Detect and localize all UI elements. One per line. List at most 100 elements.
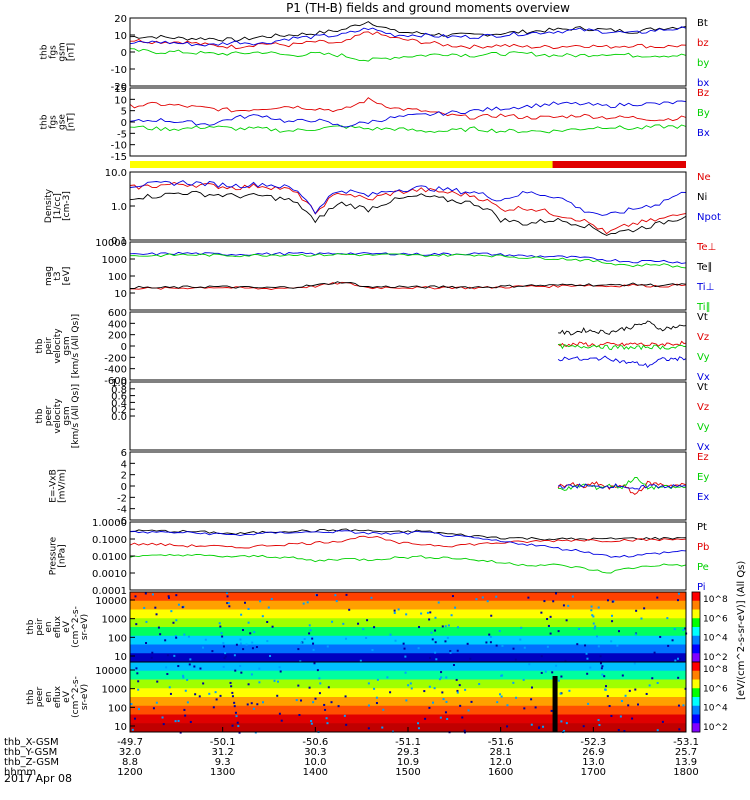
series-line-fgs_gsm xyxy=(130,31,687,50)
spectrogram-speckle xyxy=(584,644,587,647)
spectrogram-speckle xyxy=(267,606,270,609)
spectrogram-speckle xyxy=(455,678,458,681)
y-tick-label: 100 xyxy=(108,633,127,644)
spectrogram-speckle xyxy=(168,686,171,689)
spectrogram-speckle xyxy=(270,597,273,600)
spectrogram-speckle xyxy=(157,626,160,629)
y-axis-label: en xyxy=(44,691,54,702)
colorbar-label: [eV/(cm^2-s-sr-eV)] (All Qs) xyxy=(736,561,747,700)
spectrogram-speckle xyxy=(677,704,680,707)
y-axis-label: peer xyxy=(44,405,54,426)
spectrogram-speckle xyxy=(344,637,347,640)
spectrogram-speckle xyxy=(342,622,345,625)
spectrogram-speckle xyxy=(233,654,236,657)
y-axis-label: velocity xyxy=(53,328,63,364)
y-tick-label: 100 xyxy=(108,703,127,714)
spectrogram-speckle xyxy=(645,692,648,695)
legend-label: Pt xyxy=(697,522,707,533)
spectrogram-speckle xyxy=(394,639,397,642)
spectrogram-speckle xyxy=(133,717,136,720)
spectrogram-speckle xyxy=(238,731,241,734)
spectrogram-speckle xyxy=(452,664,455,667)
spectrogram-speckle xyxy=(469,657,472,660)
y-axis-label: [nT] xyxy=(67,113,77,131)
spectrogram-speckle xyxy=(434,629,437,632)
spectrogram-speckle xyxy=(154,606,157,609)
legend-label: Bt xyxy=(697,18,708,29)
colorbar-segment xyxy=(692,662,700,672)
spectrogram-speckle xyxy=(571,595,574,598)
y-tick-label: 10 xyxy=(114,289,127,300)
spectrogram-speckle xyxy=(463,729,466,732)
spectrogram-speckle xyxy=(314,697,317,700)
panel-temps: Te⊥ Te∥ Ti⊥ Ti∥ 10000 1000 100 10 mag t3 [eV] xyxy=(44,238,716,313)
y-tick-label: 20 xyxy=(114,14,127,25)
panel-frame xyxy=(129,451,687,521)
spectrogram-speckle xyxy=(186,701,189,704)
spectrogram-speckle xyxy=(211,650,214,653)
y-tick-label: 10000 xyxy=(95,666,127,677)
colorbar-peer_eflux: 10^8 10^6 10^4 10^2 xyxy=(691,661,728,733)
y-tick-label: 0.0100 xyxy=(92,552,127,563)
spectrogram-speckle xyxy=(454,606,457,609)
series-line-density xyxy=(129,180,687,216)
spectrogram-speckle xyxy=(593,627,596,630)
spectrogram-speckle xyxy=(327,686,330,689)
spectrogram-speckle xyxy=(273,679,276,682)
x-tick-label: 1600 xyxy=(488,767,513,778)
spectrogram-speckle xyxy=(376,678,379,681)
spectrogram-speckle xyxy=(228,605,231,608)
colorbar-tick-label: 10^6 xyxy=(703,684,728,694)
legend-label: Vz xyxy=(697,332,709,343)
y-tick-label: 0.0001 xyxy=(92,586,127,597)
spectrogram-speckle xyxy=(373,626,376,629)
spectrogram-speckle xyxy=(562,604,565,607)
x-tick-label: 1400 xyxy=(303,767,328,778)
y-axis-label: gsm xyxy=(62,336,72,355)
spectrogram-speckle xyxy=(247,607,250,610)
spectrogram-speckle xyxy=(470,700,473,703)
y-axis-label: thb xyxy=(26,689,36,704)
spectrogram-speckle xyxy=(431,638,434,641)
spectrogram-speckle xyxy=(446,636,449,639)
x-tick-label: 1500 xyxy=(395,767,420,778)
spectrogram-speckle xyxy=(345,723,348,726)
colorbar-tick-label: 10^2 xyxy=(703,653,728,663)
spectrogram-speckle xyxy=(585,652,588,655)
spectrogram-speckle xyxy=(528,663,531,666)
spectrogram-speckle xyxy=(552,600,555,603)
spectrogram-speckle xyxy=(145,620,148,623)
spectrogram-speckle xyxy=(404,655,407,658)
spectrogram-speckle xyxy=(324,708,327,711)
colorbar-segment xyxy=(692,627,700,637)
spectrogram-speckle xyxy=(382,708,385,711)
spectrogram-speckle xyxy=(224,655,227,658)
x-tick-label: 1700 xyxy=(581,767,606,778)
spectrogram-speckle xyxy=(145,642,148,645)
spectrogram-speckle xyxy=(441,691,444,694)
spectrogram-speckle xyxy=(298,714,301,717)
spectrogram-speckle xyxy=(181,606,184,609)
spectrogram-speckle xyxy=(367,727,370,730)
spectrogram-speckle xyxy=(459,704,462,707)
spectrogram-speckle xyxy=(227,601,230,604)
spectrogram-speckle xyxy=(540,655,543,658)
spectrogram-speckle xyxy=(343,714,346,717)
spectrogram-speckle xyxy=(335,600,338,603)
y-axis-label: E=-VxB xyxy=(49,469,59,503)
spectrogram-speckle xyxy=(151,651,154,654)
y-axis-label: [nPa] xyxy=(58,544,68,567)
spectrogram-speckle xyxy=(310,722,313,725)
spectrogram-speckle xyxy=(300,699,303,702)
spectrogram-speckle xyxy=(449,651,452,654)
spectrogram-speckle xyxy=(246,703,249,706)
spectrogram-speckle xyxy=(239,638,242,641)
spectrogram-speckle xyxy=(166,673,169,676)
spectrogram-speckle xyxy=(167,595,170,598)
y-tick-label: 400 xyxy=(108,319,127,330)
series-line-peir_vel xyxy=(557,355,687,369)
spectrogram-speckle xyxy=(418,626,421,629)
spectrogram-speckle xyxy=(475,598,478,601)
spectrogram-speckle xyxy=(151,593,154,596)
spectrogram-speckle xyxy=(514,658,517,661)
